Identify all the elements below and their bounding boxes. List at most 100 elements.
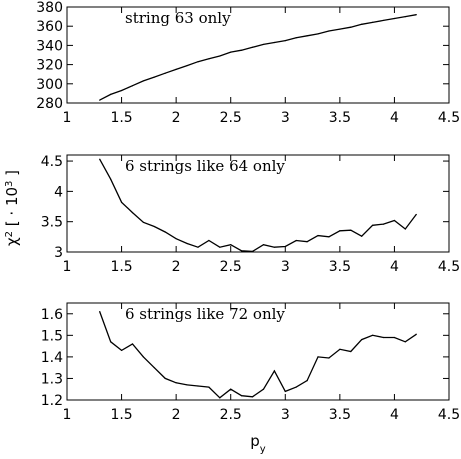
data-point (306, 35, 308, 37)
data-point (241, 250, 243, 252)
panel-title: 6 strings like 72 only (125, 305, 285, 323)
data-point (153, 76, 155, 78)
data-point (251, 46, 254, 48)
data-point (404, 16, 406, 18)
data-point (99, 311, 101, 313)
data-point (317, 235, 319, 237)
x-tick-label: 3.5 (329, 110, 351, 126)
data-point (99, 99, 101, 101)
series-line (99, 14, 417, 101)
chart-panels: 1 1.5 2 2.5 3 3.5 4 4.5 280 300 320 340 360 380 string… (36, 0, 460, 423)
data-point (120, 89, 123, 92)
data-point (295, 386, 297, 388)
y-tick-label: 1.5 (41, 328, 63, 344)
data-point (393, 219, 396, 222)
x-tick-label: 2.5 (220, 110, 242, 126)
x-tick-label: 1.5 (110, 259, 132, 275)
data-point (372, 224, 374, 226)
y-tick-label: 380 (36, 0, 63, 16)
x-axis-label: py (250, 432, 266, 455)
data-point (284, 390, 286, 392)
y-tick-label: 1.3 (41, 371, 63, 387)
data-point (131, 343, 134, 345)
y-tick-label: 320 (36, 58, 63, 74)
x-tick-label: 1 (63, 407, 72, 423)
series-line (99, 311, 417, 399)
data-point (328, 357, 330, 359)
data-point (339, 28, 341, 30)
x-tick-label: 3 (281, 407, 290, 423)
data-point (382, 336, 385, 339)
data-point (273, 370, 275, 372)
x-tick-label: 3.5 (329, 259, 351, 275)
chart-panel-3: 1 1.5 2 2.5 3 3.5 4 4.5 1.2 1.3 1.4 1.5 1.6 6 strings… (41, 302, 460, 423)
y-tick-label: 1.4 (41, 350, 63, 366)
data-point (350, 350, 352, 353)
y-tick-label: 360 (36, 19, 63, 35)
x-tick-label: 4 (390, 259, 399, 275)
data-point (251, 396, 254, 398)
data-point (219, 55, 221, 57)
x-tick-label: 1.5 (110, 110, 132, 126)
data-point (208, 239, 210, 242)
data-point (230, 244, 232, 246)
data-point (197, 61, 199, 63)
data-point (219, 397, 221, 399)
data-point (328, 236, 330, 238)
data-point (186, 384, 188, 386)
series-line (99, 158, 417, 253)
x-tick-label: 2 (172, 259, 181, 275)
data-point (110, 341, 112, 343)
data-point (208, 58, 210, 60)
y-tick-label: 340 (36, 38, 63, 54)
data-point (120, 349, 123, 352)
data-point (262, 43, 265, 46)
x-tick-label: 2.5 (220, 259, 242, 275)
data-point (295, 239, 297, 242)
data-point (131, 211, 134, 214)
y-tick-label: 1.2 (41, 393, 63, 409)
x-tick-label: 1 (63, 259, 72, 275)
data-point (208, 386, 210, 388)
x-tick-label: 3.5 (329, 407, 351, 423)
chart-panel-2: 1 1.5 2 2.5 3 3.5 4 4.5 3 3.5 4 4.5 6 strings like 6… (41, 154, 460, 275)
data-point (306, 380, 308, 382)
data-point (110, 93, 112, 95)
data-point (230, 388, 232, 390)
data-point (230, 51, 232, 53)
data-point (262, 244, 265, 246)
data-point (415, 213, 417, 216)
data-point (317, 33, 319, 35)
data-point (164, 72, 166, 74)
data-point (284, 245, 286, 248)
data-point (131, 85, 134, 87)
plot-frame (66, 154, 450, 253)
y-tick-label: 3.5 (41, 215, 63, 231)
panel-title: string 63 only (125, 9, 231, 27)
data-point (273, 246, 275, 248)
data-point (415, 333, 417, 335)
data-point (175, 68, 177, 70)
x-tick-label: 4.5 (438, 259, 460, 275)
data-point (284, 40, 286, 42)
data-point (382, 223, 385, 225)
data-point (350, 26, 352, 28)
x-tick-label: 1 (63, 110, 72, 126)
data-point (372, 334, 374, 336)
x-tick-label: 3 (281, 259, 290, 275)
data-point (393, 17, 396, 20)
x-tick-label: 4.5 (438, 407, 460, 423)
data-point (361, 339, 363, 341)
data-point (328, 30, 330, 32)
y-tick-label: 4 (54, 184, 63, 200)
plot-frame (66, 302, 450, 401)
data-point (372, 21, 374, 23)
y-tick-label: 1.6 (41, 307, 63, 323)
data-point (197, 385, 199, 387)
data-point (306, 241, 308, 243)
data-point (175, 238, 177, 240)
x-tick-label: 4 (390, 110, 399, 126)
data-point (153, 367, 155, 369)
y-tick-label: 4.5 (41, 154, 63, 170)
